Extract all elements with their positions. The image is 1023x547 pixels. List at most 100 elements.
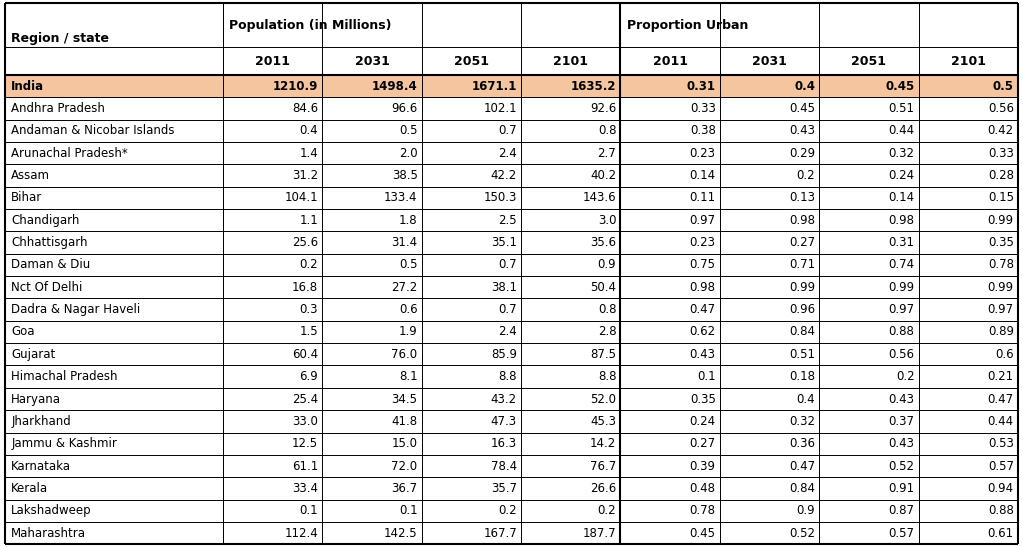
Bar: [5, 97, 1018, 120]
Bar: [5, 365, 1018, 388]
Text: 0.99: 0.99: [888, 281, 915, 294]
Text: 35.7: 35.7: [491, 482, 517, 495]
Text: 0.51: 0.51: [888, 102, 915, 115]
Text: 1.9: 1.9: [399, 325, 417, 339]
Text: 76.7: 76.7: [590, 459, 616, 473]
Text: 2.4: 2.4: [498, 325, 517, 339]
Bar: [5, 499, 1018, 522]
Text: 8.1: 8.1: [399, 370, 417, 383]
Text: Maharashtra: Maharashtra: [11, 527, 86, 539]
Bar: [5, 299, 1018, 321]
Text: 1.5: 1.5: [300, 325, 318, 339]
Text: 2.7: 2.7: [597, 147, 616, 160]
Text: 0.98: 0.98: [789, 214, 815, 227]
Text: 0.2: 0.2: [797, 169, 815, 182]
Text: 60.4: 60.4: [292, 348, 318, 361]
Text: 0.45: 0.45: [690, 527, 716, 539]
Text: Himachal Pradesh: Himachal Pradesh: [11, 370, 118, 383]
Text: Lakshadweep: Lakshadweep: [11, 504, 92, 517]
Text: 0.52: 0.52: [888, 459, 915, 473]
Bar: [5, 477, 1018, 499]
Text: 0.15: 0.15: [988, 191, 1014, 205]
Text: Jharkhand: Jharkhand: [11, 415, 71, 428]
Text: 0.47: 0.47: [987, 393, 1014, 405]
Text: 15.0: 15.0: [392, 437, 417, 450]
Bar: [5, 187, 1018, 209]
Text: 0.44: 0.44: [888, 124, 915, 137]
Text: 2.5: 2.5: [498, 214, 517, 227]
Text: 0.1: 0.1: [399, 504, 417, 517]
Text: 26.6: 26.6: [590, 482, 616, 495]
Text: Haryana: Haryana: [11, 393, 61, 405]
Text: 2011: 2011: [255, 55, 291, 68]
Text: 27.2: 27.2: [392, 281, 417, 294]
Text: 0.6: 0.6: [399, 303, 417, 316]
Text: 142.5: 142.5: [384, 527, 417, 539]
Text: 0.31: 0.31: [686, 80, 716, 92]
Text: 0.45: 0.45: [789, 102, 815, 115]
Text: 0.24: 0.24: [888, 169, 915, 182]
Bar: [5, 165, 1018, 187]
Text: 0.89: 0.89: [988, 325, 1014, 339]
Text: 0.97: 0.97: [690, 214, 716, 227]
Text: 0.43: 0.43: [888, 437, 915, 450]
Text: 2.4: 2.4: [498, 147, 517, 160]
Text: 0.32: 0.32: [888, 147, 915, 160]
Text: 8.8: 8.8: [498, 370, 517, 383]
Text: 143.6: 143.6: [583, 191, 616, 205]
Text: Andhra Pradesh: Andhra Pradesh: [11, 102, 105, 115]
Text: 72.0: 72.0: [392, 459, 417, 473]
Text: 112.4: 112.4: [284, 527, 318, 539]
Text: 0.2: 0.2: [300, 258, 318, 271]
Text: 0.5: 0.5: [399, 124, 417, 137]
Text: 92.6: 92.6: [590, 102, 616, 115]
Text: 0.98: 0.98: [690, 281, 716, 294]
Text: 0.48: 0.48: [690, 482, 716, 495]
Text: 2031: 2031: [752, 55, 787, 68]
Text: 0.75: 0.75: [690, 258, 716, 271]
Text: 0.71: 0.71: [789, 258, 815, 271]
Text: 31.4: 31.4: [392, 236, 417, 249]
Text: 36.7: 36.7: [392, 482, 417, 495]
Text: 0.91: 0.91: [888, 482, 915, 495]
Text: 1210.9: 1210.9: [273, 80, 318, 92]
Text: 0.14: 0.14: [888, 191, 915, 205]
Text: India: India: [11, 80, 44, 92]
Text: 35.1: 35.1: [491, 236, 517, 249]
Bar: [5, 75, 1018, 97]
Text: 0.14: 0.14: [690, 169, 716, 182]
Text: 87.5: 87.5: [590, 348, 616, 361]
Text: 0.23: 0.23: [690, 147, 716, 160]
Text: 1.4: 1.4: [300, 147, 318, 160]
Text: 0.2: 0.2: [597, 504, 616, 517]
Text: 0.56: 0.56: [888, 348, 915, 361]
Text: 2.8: 2.8: [597, 325, 616, 339]
Text: 0.99: 0.99: [789, 281, 815, 294]
Text: Proportion Urban: Proportion Urban: [626, 19, 748, 32]
Text: 41.8: 41.8: [392, 415, 417, 428]
Text: Chhattisgarh: Chhattisgarh: [11, 236, 88, 249]
Text: Jammu & Kashmir: Jammu & Kashmir: [11, 437, 117, 450]
Text: 38.1: 38.1: [491, 281, 517, 294]
Text: 8.8: 8.8: [597, 370, 616, 383]
Text: 0.35: 0.35: [988, 236, 1014, 249]
Text: 12.5: 12.5: [292, 437, 318, 450]
Text: 0.37: 0.37: [888, 415, 915, 428]
Text: 0.5: 0.5: [992, 80, 1014, 92]
Text: 0.61: 0.61: [987, 527, 1014, 539]
Text: 0.23: 0.23: [690, 236, 716, 249]
Text: 133.4: 133.4: [384, 191, 417, 205]
Bar: [5, 410, 1018, 433]
Text: 34.5: 34.5: [392, 393, 417, 405]
Bar: [5, 142, 1018, 165]
Text: 0.47: 0.47: [690, 303, 716, 316]
Text: 0.1: 0.1: [697, 370, 716, 383]
Text: 0.11: 0.11: [690, 191, 716, 205]
Text: 0.4: 0.4: [300, 124, 318, 137]
Text: 0.45: 0.45: [885, 80, 915, 92]
Text: 0.35: 0.35: [690, 393, 716, 405]
Text: 0.94: 0.94: [987, 482, 1014, 495]
Text: 0.99: 0.99: [987, 214, 1014, 227]
Text: 0.62: 0.62: [690, 325, 716, 339]
Text: 16.8: 16.8: [292, 281, 318, 294]
